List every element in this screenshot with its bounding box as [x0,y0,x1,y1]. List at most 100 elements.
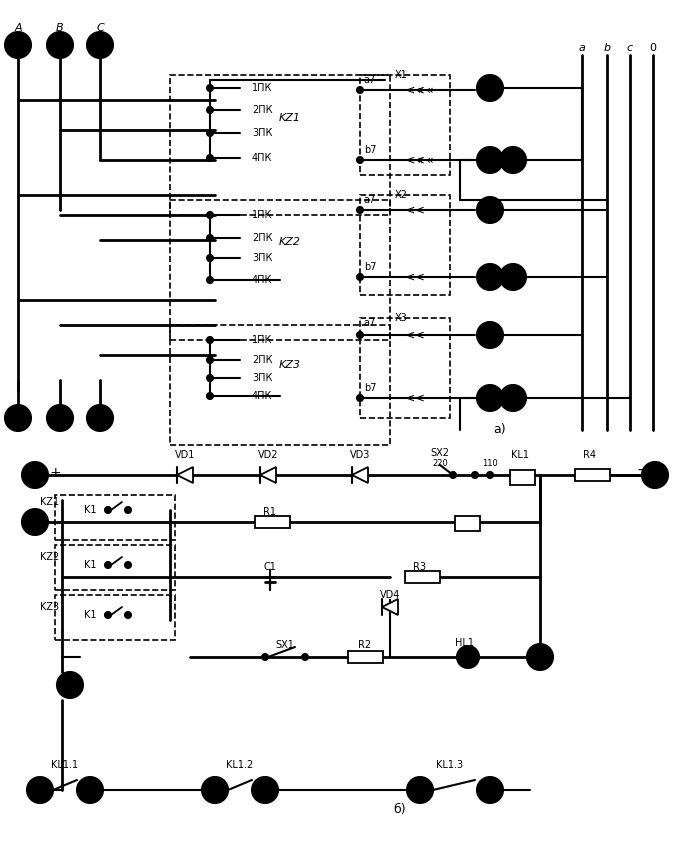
Circle shape [27,777,53,803]
Bar [348,651,383,663]
Text: 3: 3 [487,155,493,165]
Text: VD3: VD3 [350,450,370,460]
Text: X1: X1 [395,70,408,80]
Circle shape [357,395,363,401]
Circle shape [450,472,456,478]
Text: a7: a7 [364,318,376,328]
Circle shape [207,85,213,91]
Circle shape [207,107,213,113]
Bar [170,200,390,340]
Text: K1: K1 [84,505,96,515]
Text: KZ2: KZ2 [40,552,59,562]
Text: 29: 29 [210,785,220,795]
Text: SX1: SX1 [276,640,294,650]
Text: b7: b7 [364,383,376,393]
Circle shape [105,612,111,618]
Bar [55,595,175,640]
Text: 33: 33 [414,785,425,795]
Text: A: A [14,23,22,33]
Text: 35: 35 [484,785,496,795]
Polygon shape [177,467,193,483]
Text: а): а) [493,423,507,436]
Text: X2: X2 [395,190,408,200]
Text: 5: 5 [96,40,103,50]
Text: −: − [636,463,648,477]
Bar [455,516,480,531]
Circle shape [125,612,131,618]
Text: KZ1: KZ1 [279,113,301,123]
Text: 4ПК: 4ПК [252,391,272,401]
Circle shape [47,405,73,431]
Text: 17: 17 [484,331,496,339]
Text: <<: << [405,392,425,405]
Circle shape [22,462,48,488]
Circle shape [457,646,479,668]
Circle shape [207,277,213,283]
Text: 12: 12 [12,413,24,423]
Text: 21: 21 [30,471,40,479]
Text: VD4: VD4 [380,590,400,600]
Circle shape [252,777,278,803]
Text: KZ1: KZ1 [40,497,59,507]
Circle shape [87,32,113,58]
Bar [55,495,175,540]
Bar [360,195,450,295]
Circle shape [207,130,213,136]
Text: VD2: VD2 [257,450,278,460]
Text: 2ПК: 2ПК [252,355,273,365]
Text: 1: 1 [510,155,516,165]
Circle shape [47,32,73,58]
Circle shape [357,332,363,338]
Text: 14: 14 [54,413,66,423]
Text: <<: << [405,271,425,283]
Text: <<: << [405,204,425,216]
Text: 1ПК: 1ПК [252,335,272,345]
Text: KL1: KL1 [511,450,529,460]
Circle shape [57,672,83,698]
Circle shape [357,274,363,280]
Text: 19: 19 [65,680,75,690]
Circle shape [202,777,228,803]
Circle shape [207,212,213,218]
Circle shape [500,385,526,411]
Text: KL1.1: KL1.1 [51,760,78,770]
Text: 27: 27 [85,785,95,795]
Text: «: « [426,83,434,96]
Text: 1ПК: 1ПК [252,83,272,93]
Text: «: « [426,154,434,167]
Circle shape [477,777,503,803]
Circle shape [105,507,111,513]
Circle shape [207,155,213,161]
Text: R4: R4 [584,450,597,460]
Text: 11: 11 [484,205,496,215]
Text: 3ПК: 3ПК [252,128,272,138]
Text: 2: 2 [15,40,22,50]
Text: 9: 9 [487,272,493,282]
Circle shape [207,235,213,241]
Text: SX2: SX2 [430,448,450,458]
Text: 3ПК: 3ПК [252,373,272,383]
Text: «: « [416,83,424,96]
Text: a7: a7 [364,75,376,85]
Text: b: b [604,43,611,53]
Text: b7: b7 [364,145,376,155]
Text: 23: 23 [30,517,40,527]
Text: KZ3: KZ3 [279,360,301,370]
Polygon shape [382,599,398,615]
Text: KZ3: KZ3 [40,602,59,612]
Circle shape [357,87,363,93]
Text: C1: C1 [264,562,276,572]
Text: «: « [416,154,424,167]
Circle shape [207,255,213,261]
Circle shape [487,472,493,478]
Text: 2ПК: 2ПК [252,105,273,115]
Text: 13: 13 [508,393,518,403]
Text: a7: a7 [364,195,376,205]
Text: R2: R2 [358,640,371,650]
Circle shape [207,393,213,399]
Text: 1ПК: 1ПК [252,210,272,220]
Circle shape [125,507,131,513]
Text: KL1.2: KL1.2 [226,760,253,770]
Text: R1: R1 [264,507,276,517]
Circle shape [477,264,503,290]
